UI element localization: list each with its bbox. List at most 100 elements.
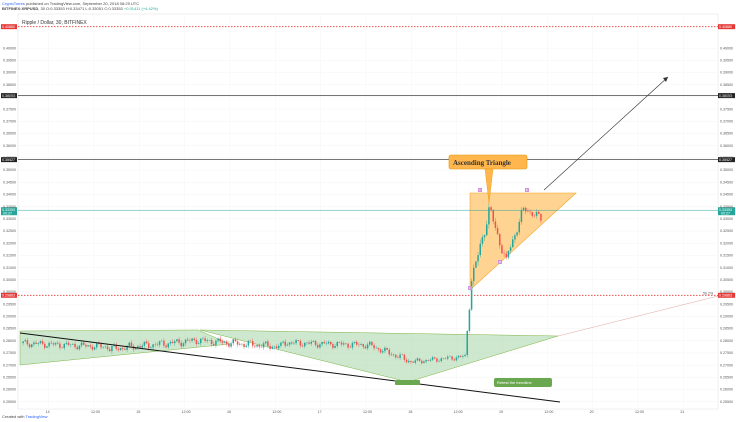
candle-body xyxy=(384,347,386,352)
candle-body xyxy=(160,340,163,342)
candle-body xyxy=(59,343,61,348)
current-price-tag-right xyxy=(718,207,735,216)
y-tick-label-left: 0.39500 xyxy=(3,59,16,63)
y-tick-label-right: 0.40000 xyxy=(720,46,733,50)
candle-body xyxy=(267,341,269,346)
y-tick-label-right: 0.36500 xyxy=(720,132,733,136)
level-tag-left xyxy=(1,157,17,163)
candle-body xyxy=(78,345,81,350)
y-tick-label-right: 0.38000 xyxy=(720,95,733,99)
axes-group: 0.40000 0.40000 0.39500 0.39500 0.39000 0.390… xyxy=(3,46,733,414)
candle-body xyxy=(152,344,154,348)
candle-body xyxy=(124,348,126,350)
candle-body xyxy=(225,341,228,344)
y-tick-label-left: 0.28500 xyxy=(3,327,16,331)
candle-body xyxy=(371,341,373,346)
candle-body xyxy=(24,340,27,342)
x-tick-label: 12:00 xyxy=(272,410,281,414)
candle-body xyxy=(301,345,304,347)
level-tag-left xyxy=(1,24,17,30)
candle-body xyxy=(171,341,174,344)
candle-body xyxy=(355,341,358,345)
y-tick-label-left: 0.31500 xyxy=(3,254,16,258)
candle-body xyxy=(353,341,356,344)
candle-body xyxy=(518,221,521,233)
candle-body xyxy=(52,343,55,345)
candle-body xyxy=(182,343,185,347)
candle-body xyxy=(117,348,120,351)
candle-body xyxy=(310,341,313,344)
y-tick-label-right: 0.33500 xyxy=(720,205,733,209)
y-tick-label-right: 0.36000 xyxy=(720,144,733,148)
candle-body xyxy=(308,342,310,344)
candle-body xyxy=(206,340,209,341)
candle-body xyxy=(386,347,388,350)
tradingview-brand[interactable]: TradingView xyxy=(25,414,48,419)
candle-body xyxy=(475,261,477,268)
candle-body xyxy=(173,341,176,344)
candle-body xyxy=(139,346,141,348)
candle-body xyxy=(433,357,436,359)
candle-body xyxy=(282,341,284,343)
candle-body xyxy=(262,343,265,348)
candle-body xyxy=(141,345,144,348)
pattern-point-marker xyxy=(525,188,529,192)
candle-body xyxy=(362,344,365,347)
level-tag-right-text: 0.35427 xyxy=(719,158,732,162)
current-price-tag-left xyxy=(1,207,17,216)
candle-body xyxy=(490,207,492,211)
candle-body xyxy=(425,360,427,362)
candle-body xyxy=(184,339,187,344)
candle-body xyxy=(492,210,495,222)
candle-body xyxy=(410,360,412,362)
x-tick-label: 12:00 xyxy=(182,410,191,414)
candle-body xyxy=(277,345,280,349)
y-tick-label-left: 0.40000 xyxy=(3,46,16,50)
candle-body xyxy=(290,342,293,344)
x-tick-label: 20 xyxy=(590,410,594,414)
candle-body xyxy=(288,342,291,345)
candle-body xyxy=(423,361,425,364)
candle-body xyxy=(245,345,248,347)
candle-body xyxy=(100,344,102,348)
candle-body xyxy=(522,207,525,211)
level-tag-right-text: 0.38053 xyxy=(719,94,732,98)
y-tick-label-right: 0.31500 xyxy=(720,254,733,258)
candle-body xyxy=(377,347,380,350)
author-link[interactable]: CryptoTorres xyxy=(2,1,25,6)
candle-body xyxy=(46,346,48,348)
level-tag-left xyxy=(1,292,17,298)
candle-body xyxy=(284,341,287,346)
candle-body xyxy=(524,207,527,212)
y-tick-label-left: 0.29000 xyxy=(3,315,16,319)
candle-body xyxy=(455,357,458,361)
candle-body xyxy=(204,338,206,341)
candle-body xyxy=(516,232,518,236)
projection-arrow-line xyxy=(543,76,669,191)
pattern-point-label: F xyxy=(469,286,471,290)
ascending-triangle xyxy=(469,192,577,291)
y-tick-label-left: 0.39000 xyxy=(3,71,16,75)
candle-body xyxy=(98,343,100,345)
candle-body xyxy=(520,210,523,222)
candle-body xyxy=(195,340,198,345)
candle-body xyxy=(303,343,306,347)
candle-body xyxy=(275,346,278,349)
y-tick-label-right: 0.35000 xyxy=(720,168,733,172)
candle-body xyxy=(496,227,499,235)
y-tick-label-left: 0.37000 xyxy=(3,119,16,123)
level-tag-right xyxy=(718,24,735,30)
candle-body xyxy=(453,359,456,361)
candle-body xyxy=(238,343,241,345)
y-tick-label-left: 0.38000 xyxy=(3,95,16,99)
candle-body xyxy=(41,341,44,344)
candle-body xyxy=(312,340,315,342)
candle-body xyxy=(323,341,326,344)
candle-body xyxy=(427,360,430,361)
created-with-label: Created with xyxy=(2,414,25,419)
retest-label-text: Retest the trendline xyxy=(497,380,532,385)
candle-body xyxy=(215,340,217,346)
candle-body xyxy=(379,349,382,353)
candle-body xyxy=(537,212,540,214)
